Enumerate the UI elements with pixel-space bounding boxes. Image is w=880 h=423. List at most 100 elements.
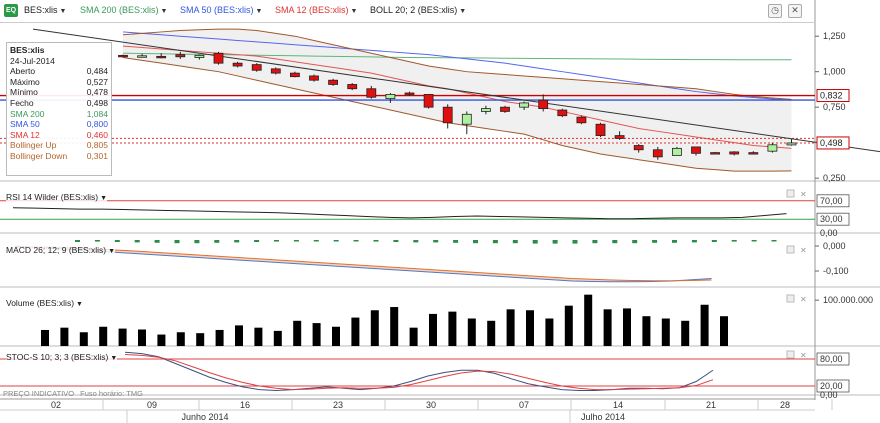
- candle-body: [729, 151, 740, 155]
- price-marker-box: [816, 89, 850, 103]
- volume-bar: [700, 304, 709, 346]
- info-row-label: Mínimo: [10, 87, 38, 98]
- candle-body: [519, 102, 529, 108]
- macd-histogram-bar: [194, 240, 200, 244]
- pane-close-icon: ✕: [800, 246, 807, 255]
- candle-body: [767, 144, 778, 152]
- volume-label: Volume (BES:xlis): [6, 298, 75, 308]
- footnote-timezone: Fuso horário: TMG: [80, 389, 143, 398]
- bollinger-down-line: [122, 56, 792, 172]
- rsi-tick-box: [816, 194, 850, 208]
- x-day-label: 02: [51, 400, 61, 410]
- clock-icon[interactable]: ◷: [768, 4, 782, 18]
- pane-restore-icon: [786, 294, 795, 303]
- stoc-k-line: [124, 351, 714, 392]
- stoc-pane-label[interactable]: STOC-S 10; 3; 3 (BES:xlis) ▼: [6, 352, 118, 362]
- volume-bar: [196, 333, 205, 346]
- info-row: Máximo 0,527: [10, 77, 108, 88]
- stoc-d-line: [124, 354, 714, 391]
- stoc-tick-label: 80,00: [820, 354, 843, 364]
- indicator-boll[interactable]: BOLL 20; 2 (BES:xlis) ▼: [370, 5, 466, 15]
- macd-histogram-bar: [612, 240, 618, 244]
- candle-body: [232, 62, 243, 67]
- symbol-logo-icon[interactable]: EQ: [4, 4, 18, 17]
- candle-body: [633, 145, 644, 151]
- rsi-tick-label: 30,00: [820, 214, 843, 224]
- chevron-down-icon: ▼: [110, 355, 118, 362]
- macd-histogram-bar: [373, 240, 379, 242]
- price-tick-label: 0,250: [823, 173, 846, 183]
- candle-body: [366, 88, 377, 98]
- chevron-down-icon: ▼: [459, 8, 467, 15]
- bollinger-up-line: [122, 28, 792, 100]
- chevron-down-icon: ▼: [108, 248, 116, 255]
- price-marker-label: 0,832: [820, 91, 843, 101]
- symbol-selector[interactable]: BES:xlis ▼: [24, 5, 66, 15]
- chevron-down-icon: ▼: [59, 8, 67, 15]
- candle-body: [672, 147, 682, 156]
- volume-bar: [467, 318, 476, 346]
- macd-histogram-bar: [94, 240, 100, 242]
- x-day-label: 30: [426, 400, 436, 410]
- candle-body: [309, 75, 319, 81]
- volume-bar: [487, 320, 496, 346]
- macd-histogram-bar: [592, 240, 598, 244]
- ohlc-info-box: BES:xlis 24-Jul-2014 Aberto 0,484 Máximo 0,…: [6, 42, 112, 176]
- info-row-label: Bollinger Down: [10, 150, 68, 161]
- macd-histogram-bar: [691, 240, 697, 243]
- close-icon[interactable]: ✕: [788, 4, 802, 18]
- volume-bar: [254, 327, 263, 346]
- info-row-label: Máximo: [10, 76, 40, 87]
- candle-body: [557, 109, 568, 117]
- chevron-down-icon: ▼: [350, 8, 358, 15]
- chart-toolbar: EQ BES:xlis ▼ SMA 200 (BES:xlis) ▼ SMA 50 …: [0, 0, 815, 23]
- volume-bar: [157, 334, 166, 346]
- indicator-sma200-label: SMA 200 (BES:xlis): [80, 5, 159, 15]
- info-row-value: 0,478: [86, 87, 108, 98]
- candle-body: [137, 55, 148, 58]
- candle-body: [328, 79, 339, 85]
- volume-bar: [584, 294, 593, 346]
- macd-histogram-bar: [552, 240, 558, 244]
- volume-bar: [118, 328, 127, 346]
- footnote-indicative: PREÇO INDICATIVO: [3, 389, 75, 398]
- macd-histogram-bar: [512, 240, 518, 244]
- info-row: Mínimo 0,478: [10, 87, 108, 98]
- volume-bar: [99, 326, 108, 346]
- indicator-sma200[interactable]: SMA 200 (BES:xlis) ▼: [80, 5, 167, 15]
- x-month-label: Julho 2014: [581, 412, 625, 422]
- pane-restore-icon: [786, 245, 795, 254]
- volume-tick-label: 100.000.000: [823, 295, 873, 305]
- footnote: PREÇO INDICATIVO Fuso horário: TMG: [3, 389, 149, 398]
- candle-body: [480, 108, 491, 112]
- candle-body: [423, 94, 434, 108]
- info-row-label: Fecho: [10, 97, 34, 108]
- volume-bar: [312, 323, 321, 346]
- info-row: SMA 12 0,460: [10, 130, 108, 141]
- macd-line: [14, 245, 712, 283]
- volume-bar: [681, 320, 690, 346]
- info-row-label: Bollinger Up: [10, 140, 57, 151]
- pane-close-icon: ✕: [800, 351, 807, 360]
- symbol-label: BES:xlis: [24, 5, 58, 15]
- candle-body: [710, 152, 720, 155]
- macd-histogram-bar: [453, 240, 459, 243]
- info-row: Aberto 0,484: [10, 66, 108, 77]
- indicator-sma50[interactable]: SMA 50 (BES:xlis) ▼: [180, 5, 262, 15]
- volume-pane-label[interactable]: Volume (BES:xlis) ▼: [6, 298, 83, 308]
- price-tick-label: 1,000: [823, 67, 846, 77]
- candle-body: [385, 94, 396, 100]
- macd-pane-label[interactable]: MACD 26; 12; 9 (BES:xlis) ▼: [6, 245, 116, 255]
- volume-bar: [506, 309, 515, 346]
- x-day-label: 16: [240, 400, 250, 410]
- x-day-label: 21: [706, 400, 716, 410]
- info-symbol: BES:xlis: [10, 45, 45, 55]
- macd-histogram-bar: [532, 240, 538, 244]
- rsi-pane-label[interactable]: RSI 14 Wilder (BES:xlis) ▼: [6, 192, 108, 202]
- x-day-label: 28: [780, 400, 790, 410]
- indicator-sma12[interactable]: SMA 12 (BES:xlis) ▼: [275, 5, 357, 15]
- info-row-value: 1,084: [86, 108, 108, 119]
- candle-body: [614, 135, 625, 139]
- info-row-label: SMA 50: [10, 119, 40, 130]
